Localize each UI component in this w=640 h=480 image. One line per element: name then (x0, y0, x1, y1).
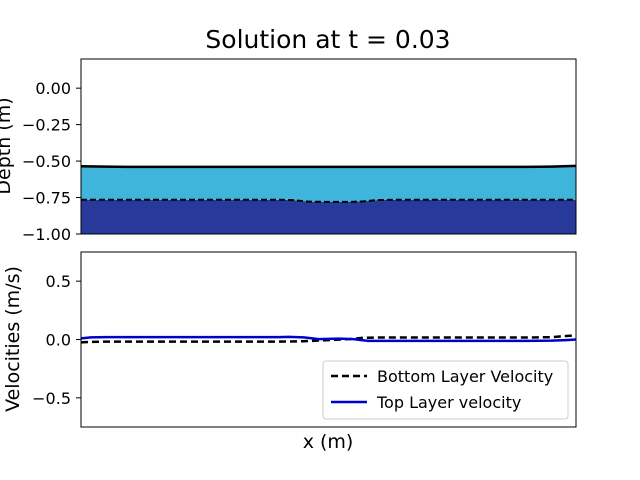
depth-axes-frame (80, 58, 577, 235)
surface-line (80, 164, 577, 169)
velocity-y-tick-label: 0.0 (46, 331, 71, 350)
depth-y-tick-label: −0.25 (22, 116, 71, 135)
depth-lines (80, 164, 577, 203)
depth-y-tick-label: −0.50 (22, 152, 71, 171)
top-layer-velocity-line (80, 335, 577, 343)
velocity-axes-frame (80, 251, 577, 428)
depth-y-ticks: 0.00 −0.25 −0.50 −0.75 −1.00 (22, 79, 81, 244)
top-layer-fill (81, 165, 576, 202)
legend-label-top-layer-velocity: Top Layer velocity (376, 393, 521, 412)
depth-y-tick-label: −0.75 (22, 189, 71, 208)
legend-label-bottom-layer-velocity: Bottom Layer Velocity (377, 367, 553, 386)
velocity-y-ticks: 0.5 0.0 −0.5 (32, 272, 81, 408)
bottom-layer-fill (81, 199, 576, 234)
depth-y-tick-label: −1.00 (22, 225, 71, 244)
x-axis-label: x (m) (303, 431, 354, 453)
legend-box (322, 360, 569, 420)
depth-axes: 0.00 −0.25 −0.50 −0.75 −1.00 Depth (m) (0, 58, 577, 244)
legend: Bottom Layer Velocity Top Layer velocity (322, 360, 569, 420)
velocity-y-axis-label: Velocities (m/s) (2, 266, 24, 412)
velocity-lines (80, 334, 577, 344)
velocity-y-tick-label: 0.5 (46, 272, 71, 291)
interface-line (81, 198, 576, 203)
velocity-y-tick-label: −0.5 (32, 389, 71, 408)
figure-title: Solution at t = 0.03 (205, 25, 450, 54)
velocity-axes: 0.5 0.0 −0.5 Velocities (m/s) x (m) Bottom… (2, 251, 577, 453)
depth-layer-fills (81, 165, 576, 234)
depth-y-tick-label: 0.00 (35, 79, 71, 98)
depth-y-axis-label: Depth (m) (0, 97, 15, 194)
